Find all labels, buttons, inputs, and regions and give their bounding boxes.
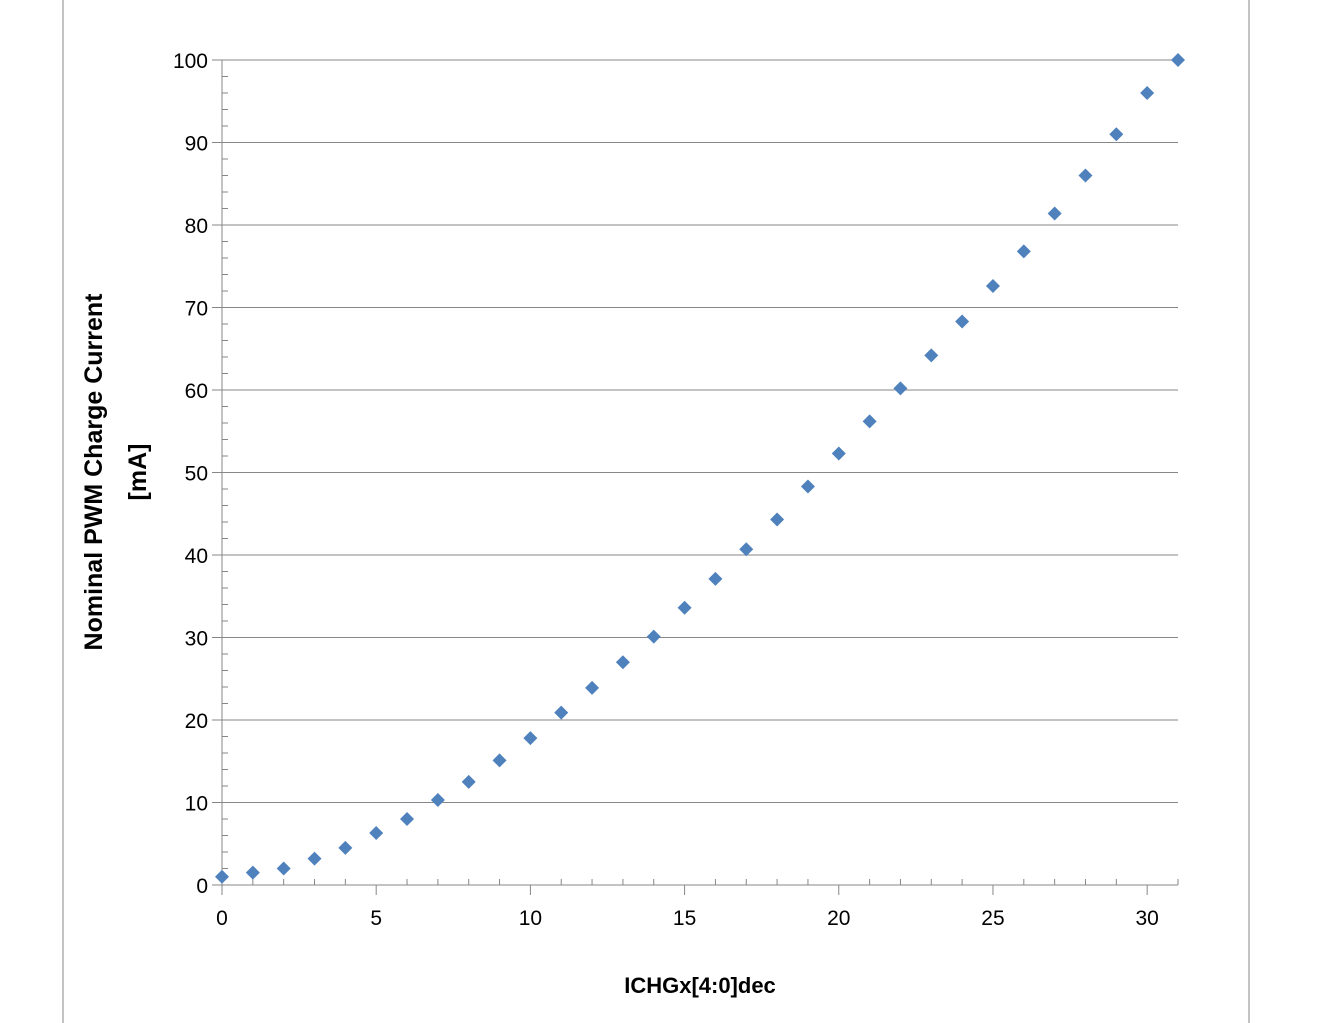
data-point-8 — [461, 774, 476, 789]
x-tick-labels: 0 5 10 15 20 25 30 — [216, 907, 1159, 930]
axes — [212, 59, 1179, 895]
data-point-5 — [369, 826, 384, 841]
data-point-19 — [800, 479, 815, 494]
gridlines — [222, 59, 1178, 803]
y-tick-label-20: 20 — [185, 710, 208, 733]
data-point-11 — [554, 705, 569, 720]
data-point-22 — [893, 381, 908, 396]
y-tick-label-60: 60 — [185, 380, 208, 403]
x-tick-label-10: 10 — [519, 907, 542, 930]
y-tick-labels: 0 10 20 30 40 50 60 70 80 90 100 — [173, 50, 208, 898]
y-tick-label-90: 90 — [185, 133, 208, 156]
y-tick-label-30: 30 — [185, 628, 208, 651]
y-tick-label-50: 50 — [185, 463, 208, 486]
x-tick-label-15: 15 — [673, 907, 696, 930]
data-point-7 — [430, 793, 445, 808]
data-point-29 — [1109, 127, 1124, 142]
data-point-0 — [215, 869, 229, 884]
data-point-1 — [245, 865, 260, 880]
x-tick-label-30: 30 — [1135, 907, 1158, 930]
y-axis-title-line-1: Nominal PWM Charge Current — [80, 293, 108, 651]
data-point-4 — [338, 840, 353, 855]
data-point-20 — [831, 446, 846, 461]
data-point-31 — [1171, 53, 1185, 67]
data-point-30 — [1140, 86, 1155, 100]
data-point-6 — [400, 812, 415, 826]
data-point-23 — [924, 348, 939, 363]
x-axis-title: ICHGx[4:0]dec — [624, 973, 776, 998]
data-point-10 — [523, 731, 538, 746]
data-point-12 — [585, 680, 600, 695]
data-points — [215, 53, 1185, 884]
y-tick-label-40: 40 — [185, 545, 208, 568]
data-point-9 — [492, 753, 507, 768]
y-tick-label-0: 0 — [196, 875, 208, 898]
data-point-21 — [862, 414, 877, 429]
data-point-24 — [955, 314, 970, 329]
data-point-16 — [708, 571, 723, 586]
data-point-28 — [1078, 168, 1093, 183]
y-tick-label-100: 100 — [173, 50, 208, 73]
y-tick-label-10: 10 — [185, 793, 208, 816]
data-point-18 — [770, 512, 785, 527]
x-tick-label-5: 5 — [370, 907, 382, 930]
data-point-15 — [677, 600, 692, 615]
data-point-25 — [985, 279, 1000, 294]
y-tick-label-80: 80 — [185, 215, 208, 238]
y-axis-title-line-2: [mA] — [124, 444, 152, 501]
x-tick-label-25: 25 — [981, 907, 1004, 930]
data-point-3 — [307, 851, 322, 866]
x-tick-label-0: 0 — [216, 907, 228, 930]
y-axis-title: Nominal PWM Charge Current [mA] — [80, 293, 152, 651]
data-point-17 — [739, 542, 754, 557]
data-point-2 — [276, 861, 291, 876]
data-point-26 — [1016, 244, 1031, 259]
y-tick-label-70: 70 — [185, 298, 208, 321]
data-point-14 — [646, 629, 661, 644]
x-tick-label-20: 20 — [827, 907, 850, 930]
data-point-27 — [1047, 206, 1062, 221]
data-point-13 — [615, 655, 630, 670]
